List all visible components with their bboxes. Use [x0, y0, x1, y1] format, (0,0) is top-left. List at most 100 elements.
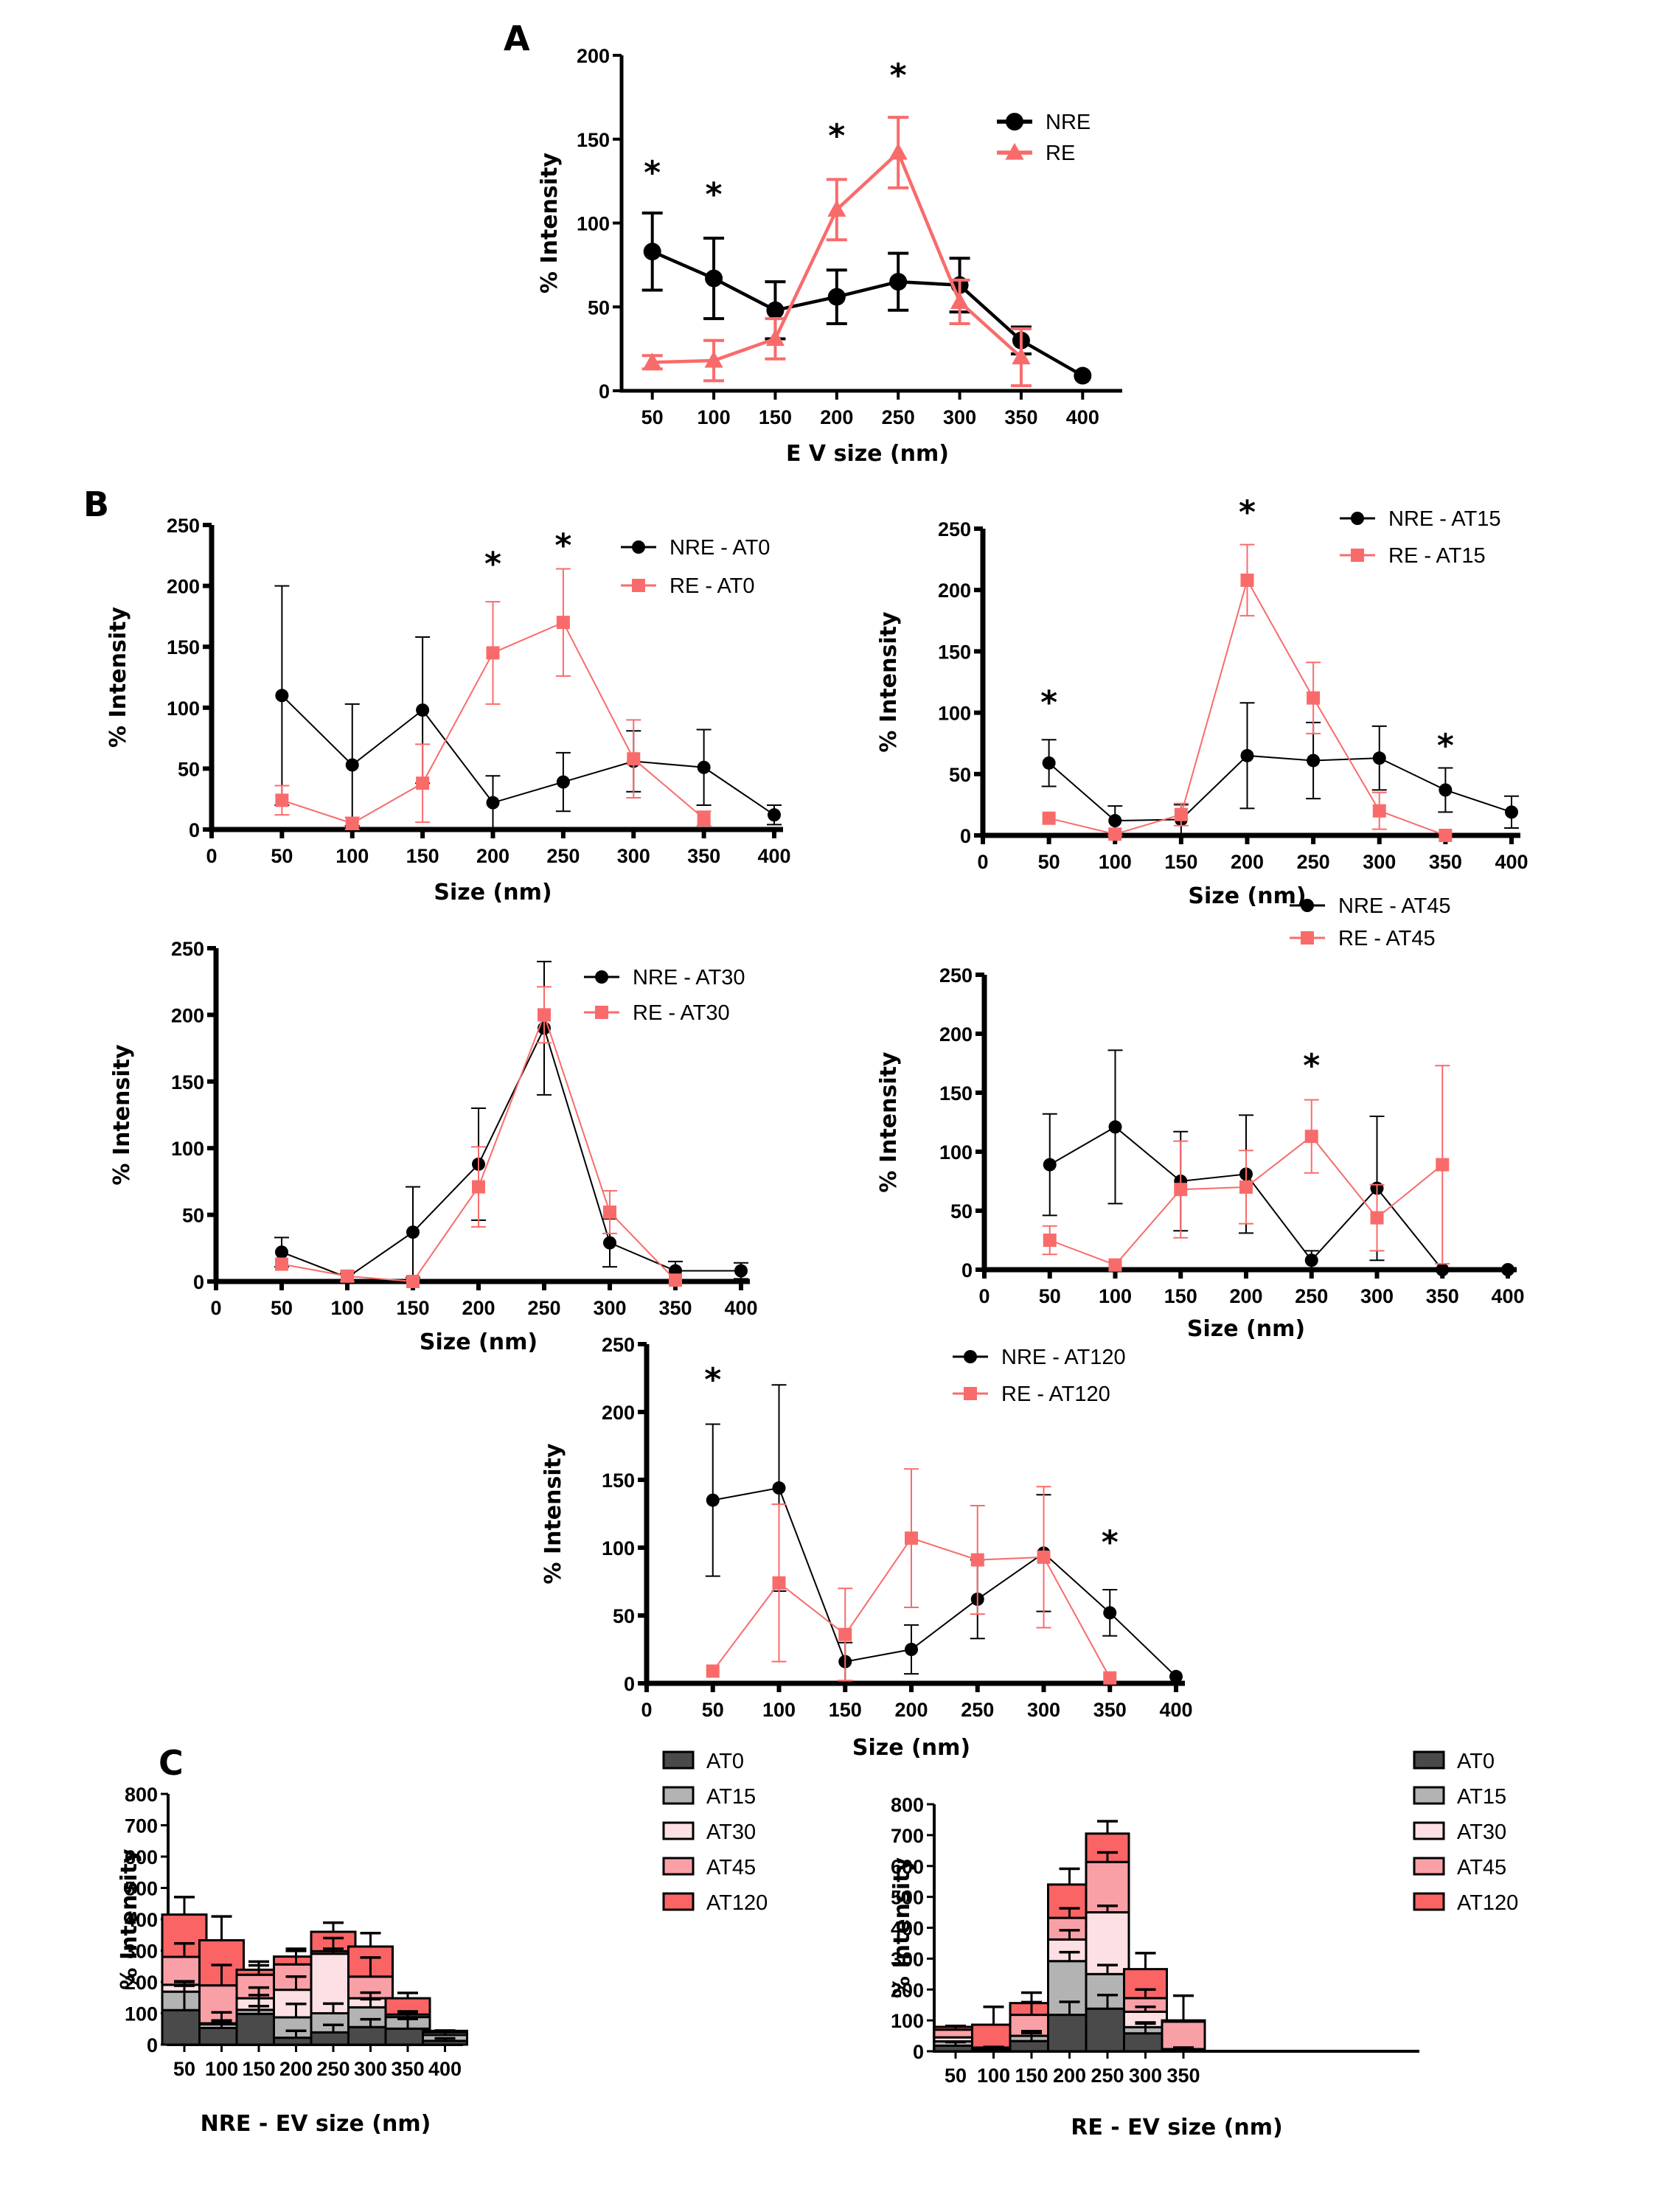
y-tick-label: 150	[938, 641, 971, 663]
data-point	[950, 292, 970, 310]
legend-marker	[964, 1350, 977, 1363]
y-tick-label: 200	[167, 576, 200, 598]
x-tick-label: 150	[406, 845, 439, 867]
y-tick-label: 800	[125, 1784, 158, 1806]
data-point	[1012, 347, 1031, 365]
data-point	[345, 758, 359, 772]
data-point	[1174, 807, 1188, 821]
y-tick-label: 100	[125, 2003, 158, 2025]
legend-marker	[595, 970, 608, 984]
legend-label: AT45	[706, 1856, 756, 1879]
bar-stack-350	[384, 1992, 431, 2046]
data-point	[1108, 1258, 1122, 1272]
data-point	[1108, 1120, 1122, 1134]
legend-marker	[1005, 142, 1024, 160]
legend-marker	[1351, 512, 1364, 525]
y-axis-title: % Intensity	[540, 1443, 566, 1585]
y-tick-label: 250	[939, 964, 973, 987]
legend-label: AT15	[706, 1785, 756, 1809]
significance-star: *	[704, 1361, 721, 1399]
y-tick-label: 0	[960, 825, 971, 847]
x-tick-label: 300	[354, 2058, 387, 2080]
x-tick-label: 200	[894, 1699, 928, 1721]
y-tick-label: 200	[939, 1023, 973, 1046]
data-point	[275, 689, 289, 703]
legend-swatch	[662, 1750, 695, 1770]
chart-B2: 0 50 100 150 200 250 0 50 100 150 200 250 300 350 400 S…	[876, 494, 1528, 909]
y-tick-label: 50	[613, 1605, 635, 1627]
data-point	[406, 1275, 420, 1288]
data-point	[768, 808, 781, 822]
bar-stack-150	[1009, 1991, 1054, 2053]
x-tick-label: 150	[242, 2058, 275, 2080]
legend-swatch	[662, 1821, 695, 1840]
series-re	[641, 116, 1032, 388]
data-point	[538, 1008, 551, 1022]
y-tick-label: 50	[178, 758, 200, 780]
x-tick-label: 50	[641, 406, 664, 428]
bar-stack-350	[1161, 1994, 1206, 2053]
y-tick-label: 100	[891, 2010, 924, 2032]
bar-stack-400	[422, 2029, 468, 2046]
x-tick-label: 250	[1297, 851, 1330, 873]
data-point	[275, 1257, 288, 1271]
data-point	[1307, 754, 1321, 768]
x-tick-label: 100	[1099, 851, 1132, 873]
x-tick-label: 100	[335, 845, 369, 867]
bar-segment-AT45	[933, 2028, 978, 2039]
x-tick-label: 300	[1027, 1699, 1060, 1721]
x-tick-label: 350	[658, 1297, 692, 1319]
x-tick-label: 400	[1491, 1285, 1524, 1307]
data-point	[704, 350, 723, 368]
y-tick-label: 100	[602, 1537, 635, 1559]
x-tick-label: 150	[829, 1699, 862, 1721]
bar-stack-50	[933, 2024, 978, 2053]
x-tick-label: 300	[1363, 851, 1396, 873]
x-tick-label: 300	[1129, 2065, 1162, 2087]
data-point	[888, 142, 908, 160]
y-tick-label: 500	[891, 1887, 924, 1909]
data-point	[1042, 811, 1056, 825]
data-point	[1043, 1234, 1057, 1247]
data-point	[1239, 1180, 1253, 1194]
bar-stack-300	[1123, 1952, 1168, 2053]
data-point	[772, 1576, 786, 1590]
x-tick-label: 300	[943, 406, 976, 428]
x-tick-label: 400	[1159, 1699, 1192, 1721]
data-point	[1240, 573, 1254, 587]
data-point	[416, 776, 430, 790]
legend-marker	[1301, 931, 1314, 945]
data-point	[889, 273, 908, 291]
y-tick-label: 400	[125, 1909, 158, 1931]
legend-swatch	[662, 1857, 695, 1876]
x-tick-label: 50	[271, 845, 293, 867]
y-tick-label: 200	[125, 1972, 158, 1994]
x-axis-title: Size (nm)	[420, 1329, 538, 1355]
y-tick-label: 150	[167, 636, 200, 658]
x-tick-label: 300	[1360, 1285, 1394, 1307]
y-tick-label: 200	[891, 1979, 924, 2001]
legend-swatch	[1413, 1892, 1445, 1911]
data-point	[416, 703, 430, 717]
significance-star: *	[828, 117, 845, 155]
data-point	[706, 1664, 720, 1678]
data-point	[838, 1627, 852, 1641]
y-axis-title: % Intensity	[537, 153, 563, 294]
x-tick-label: 100	[330, 1297, 364, 1319]
legend-swatch	[662, 1786, 695, 1805]
bar-stack-100	[198, 1915, 245, 2046]
y-tick-label: 0	[193, 1271, 204, 1293]
x-tick-label: 350	[687, 845, 720, 867]
x-tick-label: 250	[1295, 1285, 1328, 1307]
chart-B1: B 0 50 100 150 200 250 0 50 100 150 200 250 300 350 400…	[83, 484, 791, 905]
y-tick-label: 700	[125, 1815, 158, 1837]
x-tick-label: 250	[527, 1297, 560, 1319]
legend-label: RE	[1046, 142, 1075, 165]
data-point	[1307, 691, 1321, 705]
legend-label: AT45	[1457, 1856, 1506, 1879]
data-point	[1042, 756, 1056, 770]
bar-stack-100	[971, 2005, 1016, 2053]
chart-B3: 0 50 100 150 200 250 0 50 100 150 200 250 300 350 400 S…	[109, 938, 758, 1355]
y-axis-title: % Intensity	[876, 1051, 902, 1193]
data-point	[1304, 1253, 1318, 1267]
